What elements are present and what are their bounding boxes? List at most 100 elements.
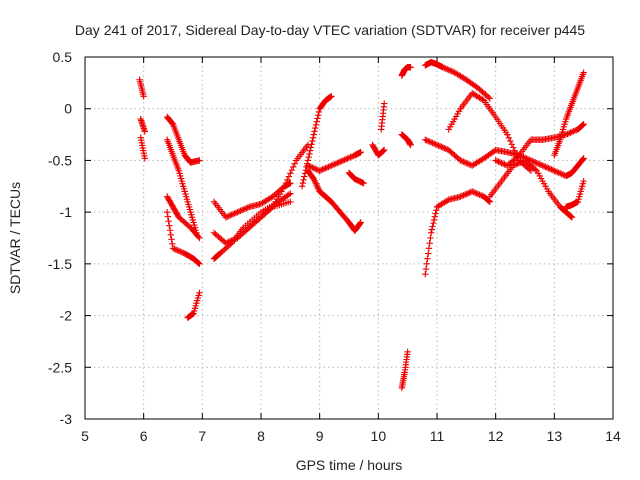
- data-point: [222, 214, 229, 221]
- data-point: [404, 348, 411, 355]
- data-point: [570, 128, 577, 135]
- data-point: [310, 164, 317, 172]
- data-point: [579, 122, 586, 129]
- data-point: [169, 120, 176, 127]
- data-point: [430, 140, 438, 147]
- data-point: [542, 163, 549, 171]
- series-arc-12: [269, 141, 312, 211]
- data-point: [307, 144, 315, 151]
- data-point: [168, 236, 175, 243]
- data-point: [493, 157, 501, 165]
- data-point: [301, 173, 308, 180]
- data-point: [551, 167, 558, 174]
- series-arc-04: [163, 113, 203, 166]
- data-point: [300, 176, 307, 184]
- data-point: [310, 131, 317, 138]
- data-point: [580, 177, 587, 185]
- data-point: [469, 188, 476, 195]
- data-point: [222, 239, 229, 247]
- data-point: [445, 66, 452, 74]
- data-point: [540, 163, 548, 170]
- data-point: [571, 127, 579, 134]
- data-point: [442, 65, 449, 72]
- data-point: [322, 164, 329, 172]
- data-point: [567, 129, 574, 136]
- data-point: [461, 191, 469, 198]
- data-point: [348, 153, 356, 160]
- data-point: [432, 141, 439, 148]
- data-point: [476, 191, 483, 198]
- data-point: [175, 247, 183, 255]
- plot-frame: [84, 56, 614, 420]
- data-point: [568, 213, 575, 220]
- data-point: [495, 158, 502, 165]
- data-point: [449, 68, 457, 76]
- data-point: [515, 159, 523, 167]
- data-point: [287, 170, 294, 177]
- series-arc-28: [486, 157, 576, 221]
- data-point: [285, 191, 293, 198]
- data-point: [558, 170, 565, 178]
- data-point: [427, 229, 435, 237]
- data-point: [444, 66, 451, 73]
- data-point: [357, 219, 364, 226]
- data-point: [167, 231, 174, 238]
- data-point: [178, 249, 185, 256]
- data-point: [485, 93, 492, 101]
- data-point: [580, 155, 587, 162]
- data-point: [425, 245, 433, 252]
- data-point: [166, 227, 174, 234]
- series-arc-16: [345, 169, 367, 187]
- data-point: [326, 163, 334, 170]
- data-point: [530, 158, 537, 165]
- data-point: [557, 170, 564, 177]
- data-point: [306, 147, 314, 154]
- data-point: [564, 130, 571, 138]
- data-point: [427, 234, 434, 242]
- data-point: [323, 164, 331, 171]
- data-point: [554, 168, 561, 176]
- data-point: [471, 189, 479, 196]
- data-point: [426, 138, 433, 145]
- data-point: [335, 159, 342, 166]
- x-tick-label: 11: [430, 428, 445, 444]
- data-point: [433, 141, 441, 149]
- data-point: [510, 144, 517, 151]
- x-tick-label: 5: [81, 428, 89, 444]
- data-point: [337, 158, 344, 165]
- data-point: [461, 159, 469, 166]
- data-point: [407, 141, 414, 149]
- x-tick-label: 12: [488, 428, 504, 444]
- data-point: [347, 153, 354, 161]
- data-point: [356, 220, 364, 227]
- data-point: [344, 155, 351, 162]
- y-tick-label: -0.5: [48, 152, 72, 168]
- y-tick-label: 0: [64, 101, 72, 117]
- data-point: [234, 208, 241, 216]
- data-point: [194, 259, 202, 266]
- data-point: [474, 190, 482, 198]
- data-point: [422, 265, 430, 273]
- data-point: [313, 118, 320, 125]
- data-point: [320, 165, 328, 173]
- data-point: [565, 130, 573, 137]
- data-point: [514, 153, 521, 160]
- data-point: [407, 64, 414, 71]
- data-point: [229, 210, 237, 218]
- y-tick-label: 0.5: [53, 49, 73, 65]
- data-point: [237, 207, 244, 215]
- data-point: [425, 250, 432, 257]
- data-point: [240, 206, 247, 213]
- series-arc-08: [184, 289, 203, 321]
- data-point: [479, 96, 486, 103]
- data-point: [311, 177, 318, 184]
- data-point: [379, 148, 386, 155]
- data-point: [311, 128, 318, 135]
- data-point: [287, 190, 294, 197]
- data-point: [313, 166, 320, 173]
- data-point: [164, 213, 172, 220]
- x-axis-label: GPS time / hours: [296, 457, 403, 473]
- data-point: [312, 180, 320, 187]
- data-point: [568, 128, 576, 136]
- data-point: [177, 248, 184, 255]
